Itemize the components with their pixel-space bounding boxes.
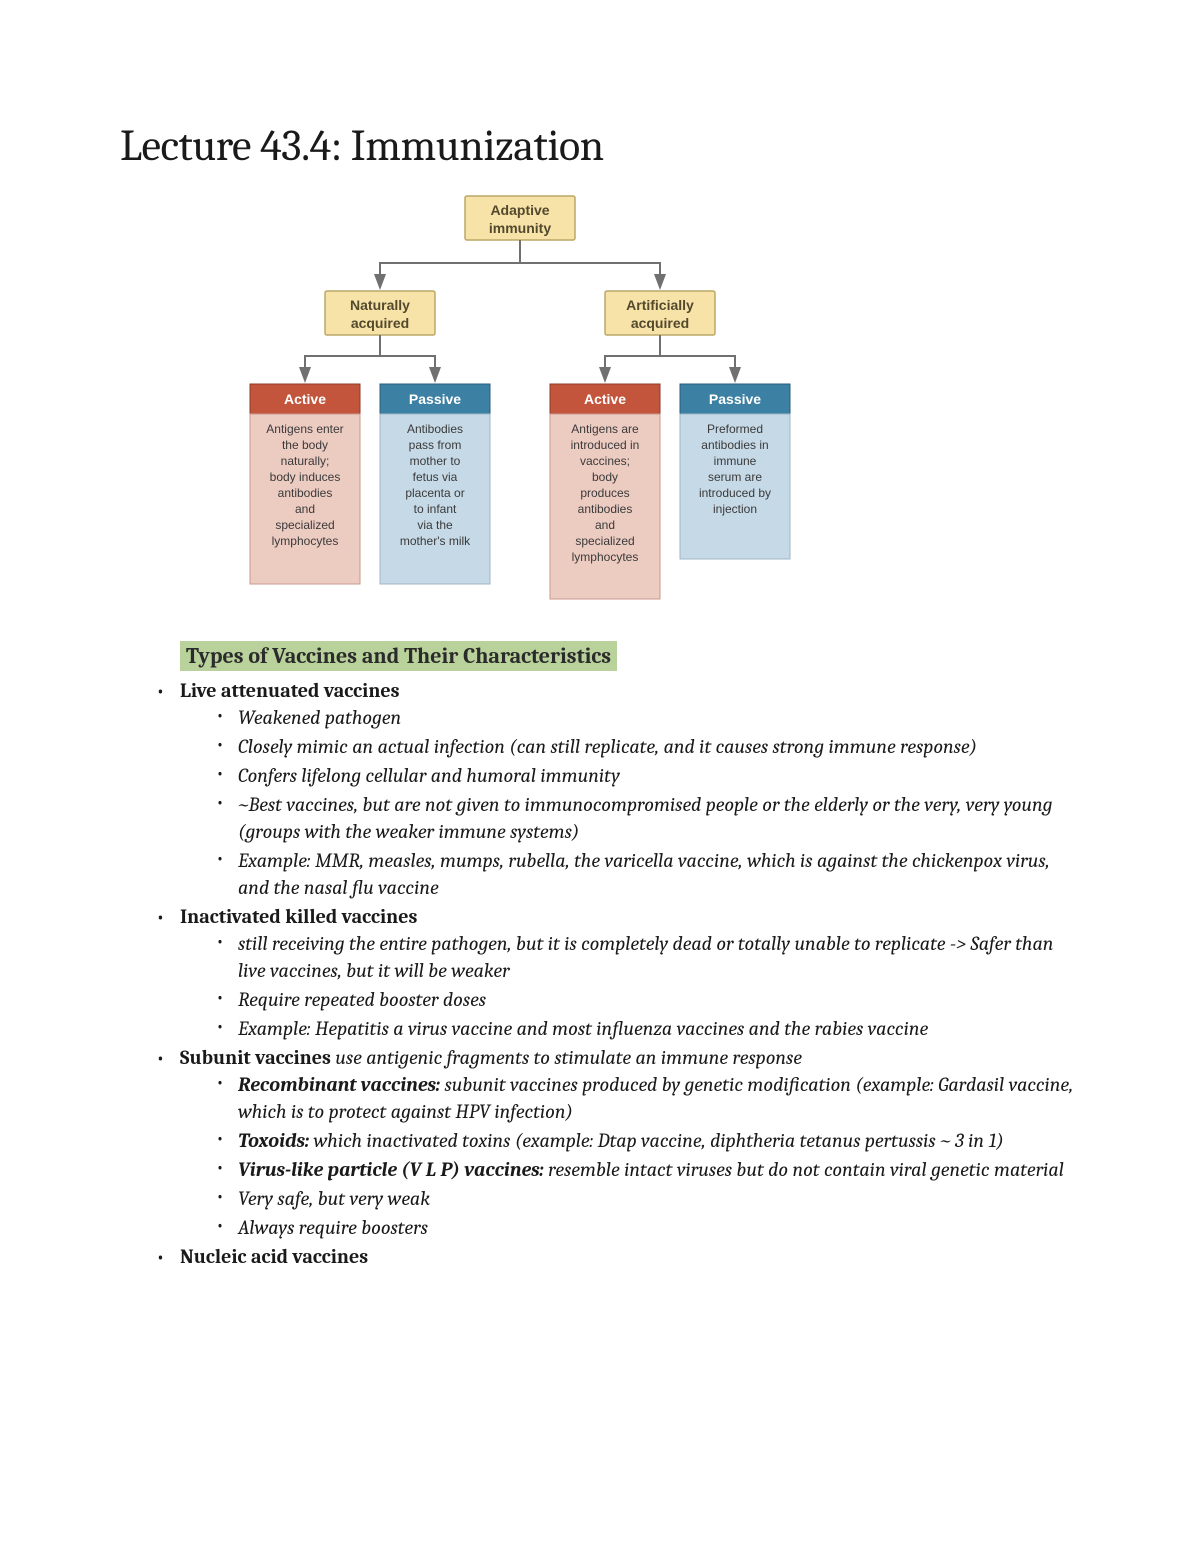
sub-list-item: Recombinant vaccines: subunit vaccines p… bbox=[210, 1071, 1080, 1125]
l2-0-line2: acquired bbox=[351, 315, 409, 331]
svg-text:body: body bbox=[592, 470, 618, 484]
svg-text:lymphocytes: lymphocytes bbox=[272, 534, 339, 548]
leaf1-header: Passive bbox=[409, 391, 461, 407]
sub-list-item: Weakened pathogen bbox=[210, 704, 1080, 731]
svg-text:serum are: serum are bbox=[708, 470, 762, 484]
l2-0-line1: Naturally bbox=[350, 297, 410, 313]
immunity-tree-diagram: Adaptive immunity Naturally acquired Art… bbox=[210, 191, 830, 621]
svg-text:vaccines;: vaccines; bbox=[580, 454, 630, 468]
svg-text:placenta or: placenta or bbox=[405, 486, 464, 500]
svg-text:mother's milk: mother's milk bbox=[400, 534, 471, 548]
list-item: Inactivated killed vaccinesstill receivi… bbox=[150, 903, 1080, 1042]
section-heading: Types of Vaccines and Their Characterist… bbox=[180, 641, 617, 671]
svg-text:mother to: mother to bbox=[410, 454, 461, 468]
svg-text:introduced by: introduced by bbox=[699, 486, 771, 500]
l2-1-line1: Artificially bbox=[626, 297, 694, 313]
svg-text:produces: produces bbox=[580, 486, 629, 500]
sub-list-item: Very safe, but very weak bbox=[210, 1185, 1080, 1212]
sub-list-item: Virus-like particle (V L P) vaccines: re… bbox=[210, 1156, 1080, 1183]
svg-text:lymphocytes: lymphocytes bbox=[572, 550, 639, 564]
svg-text:specialized: specialized bbox=[575, 534, 634, 548]
sub-list-item: Always require boosters bbox=[210, 1214, 1080, 1241]
svg-text:specialized: specialized bbox=[275, 518, 334, 532]
sub-list-item: ~Best vaccines, but are not given to imm… bbox=[210, 791, 1080, 845]
svg-text:antibodies: antibodies bbox=[278, 486, 333, 500]
root-line2: immunity bbox=[489, 220, 551, 236]
svg-text:Preformed: Preformed bbox=[707, 422, 763, 436]
svg-text:Antigens are: Antigens are bbox=[571, 422, 639, 436]
list-item: Nucleic acid vaccines bbox=[150, 1243, 1080, 1270]
svg-text:the body: the body bbox=[282, 438, 328, 452]
sub-list-item: Example: MMR, measles, mumps, rubella, t… bbox=[210, 847, 1080, 901]
svg-text:and: and bbox=[595, 518, 615, 532]
svg-text:antibodies in: antibodies in bbox=[701, 438, 768, 452]
root-line1: Adaptive bbox=[490, 202, 549, 218]
svg-text:via the: via the bbox=[417, 518, 453, 532]
l2-1-line2: acquired bbox=[631, 315, 689, 331]
sub-list-item: Toxoids: which inactivated toxins (examp… bbox=[210, 1127, 1080, 1154]
svg-text:pass from: pass from bbox=[409, 438, 462, 452]
vaccine-types-list: Live attenuated vaccinesWeakened pathoge… bbox=[150, 677, 1080, 1270]
svg-text:Antigens enter: Antigens enter bbox=[266, 422, 343, 436]
leaf3-header: Passive bbox=[709, 391, 761, 407]
svg-text:injection: injection bbox=[713, 502, 757, 516]
svg-text:introduced in: introduced in bbox=[571, 438, 640, 452]
svg-text:fetus via: fetus via bbox=[413, 470, 458, 484]
page-title: Lecture 43.4: Immunization bbox=[120, 120, 1080, 171]
list-item: Subunit vaccines use antigenic fragments… bbox=[150, 1044, 1080, 1241]
sub-list-item: Require repeated booster doses bbox=[210, 986, 1080, 1013]
svg-text:immune: immune bbox=[714, 454, 757, 468]
svg-text:Antibodies: Antibodies bbox=[407, 422, 463, 436]
list-item: Live attenuated vaccinesWeakened pathoge… bbox=[150, 677, 1080, 901]
svg-text:to infant: to infant bbox=[414, 502, 457, 516]
svg-text:body induces: body induces bbox=[270, 470, 341, 484]
sub-list-item: Example: Hepatitis a virus vaccine and m… bbox=[210, 1015, 1080, 1042]
sub-list-item: Confers lifelong cellular and humoral im… bbox=[210, 762, 1080, 789]
leaf0-header: Active bbox=[284, 391, 326, 407]
svg-text:naturally;: naturally; bbox=[281, 454, 330, 468]
sub-list-item: Closely mimic an actual infection (can s… bbox=[210, 733, 1080, 760]
svg-text:antibodies: antibodies bbox=[578, 502, 633, 516]
leaf2-header: Active bbox=[584, 391, 626, 407]
sub-list-item: still receiving the entire pathogen, but… bbox=[210, 930, 1080, 984]
svg-text:and: and bbox=[295, 502, 315, 516]
